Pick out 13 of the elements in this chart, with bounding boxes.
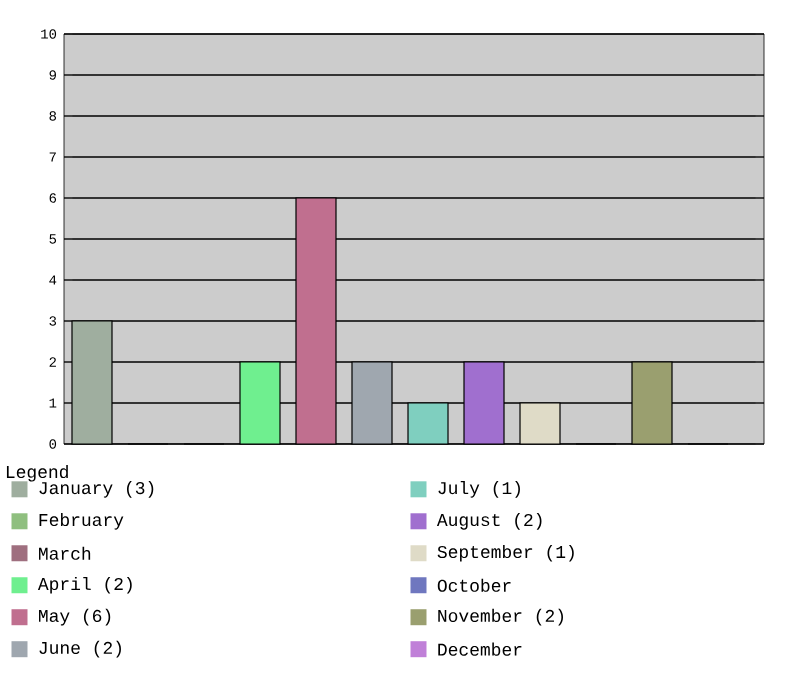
legend-label: May (6) — [39, 608, 111, 626]
legend-label: February — [39, 512, 124, 530]
legend-label: December — [438, 642, 522, 656]
legend-label: June (2) — [39, 640, 121, 658]
legend-title: Legend — [6, 464, 68, 482]
legend-label: March — [39, 546, 91, 560]
legend-label: April (2) — [37, 576, 132, 594]
legend-label: October — [437, 578, 511, 592]
legend-label: November (2) — [438, 608, 564, 626]
legend-label: January (3) — [39, 480, 154, 498]
legend-label: August (2) — [436, 512, 542, 530]
legend-label: September (1) — [437, 544, 574, 562]
legend-label: July (1) — [438, 480, 520, 498]
